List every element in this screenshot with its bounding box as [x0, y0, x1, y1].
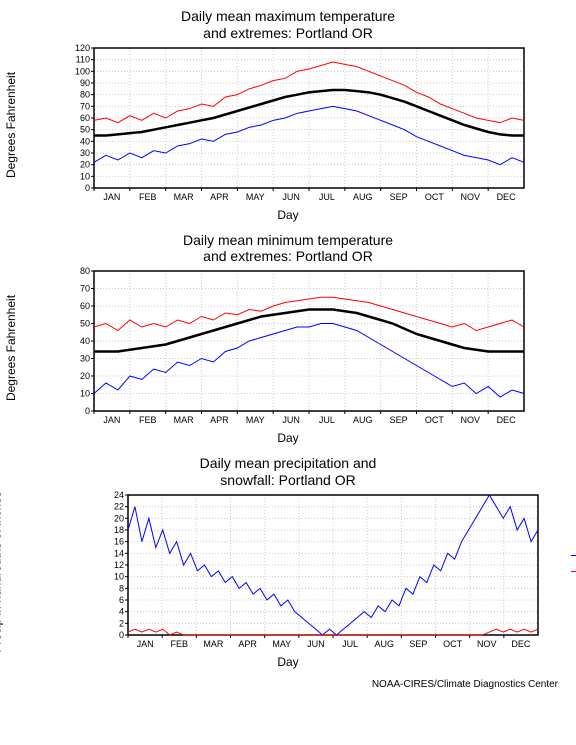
chart-min-temp: Daily mean minimum temperature and extre…	[8, 232, 568, 446]
svg-text:JUL: JUL	[342, 639, 358, 649]
svg-text:NOV: NOV	[460, 415, 480, 425]
chart1-ylabel: Degrees Fahrenheit	[4, 72, 18, 178]
svg-text:0: 0	[85, 183, 90, 193]
chart2-xlabel: Day	[8, 431, 568, 445]
svg-text:22: 22	[114, 501, 124, 511]
svg-text:SEP: SEP	[390, 192, 408, 202]
svg-text:4: 4	[119, 606, 124, 616]
svg-text:NOV: NOV	[460, 192, 480, 202]
svg-text:20: 20	[80, 371, 90, 381]
chart3-title: Daily mean precipitation and snowfall: P…	[8, 455, 568, 489]
svg-text:FEB: FEB	[139, 415, 157, 425]
svg-text:40: 40	[80, 136, 90, 146]
svg-text:0: 0	[85, 406, 90, 416]
chart-precip: Daily mean precipitation and snowfall: P…	[8, 455, 568, 669]
chart3-title-l2: snowfall: Portland OR	[220, 472, 355, 488]
chart1-title-l2: and extremes: Portland OR	[203, 25, 373, 41]
chart3-xlabel: Day	[8, 655, 568, 669]
svg-text:2: 2	[119, 618, 124, 628]
svg-text:OCT: OCT	[443, 639, 463, 649]
chart3-legend: precip snow	[571, 551, 576, 583]
svg-text:120: 120	[75, 44, 90, 53]
svg-text:APR: APR	[210, 192, 229, 202]
legend-snow: snow	[571, 567, 576, 577]
svg-text:50: 50	[80, 124, 90, 134]
svg-text:AUG: AUG	[374, 639, 394, 649]
svg-text:APR: APR	[238, 639, 257, 649]
svg-text:FEB: FEB	[170, 639, 188, 649]
svg-text:30: 30	[80, 148, 90, 158]
svg-text:APR: APR	[210, 415, 229, 425]
svg-text:60: 60	[80, 301, 90, 311]
svg-text:MAY: MAY	[272, 639, 291, 649]
svg-text:20: 20	[114, 513, 124, 523]
svg-text:JUN: JUN	[307, 639, 325, 649]
svg-text:10: 10	[80, 389, 90, 399]
svg-text:DEC: DEC	[511, 639, 531, 649]
svg-text:70: 70	[80, 284, 90, 294]
svg-text:MAY: MAY	[246, 415, 265, 425]
svg-text:8: 8	[119, 583, 124, 593]
chart3-plot: 024681012141618202224JANFEBMARAPRMAYJUNJ…	[98, 491, 544, 653]
svg-text:12: 12	[114, 560, 124, 570]
chart3-ylabel1: Precip in hundredths of inches	[0, 491, 4, 652]
chart2-title: Daily mean minimum temperature and extre…	[8, 232, 568, 266]
svg-text:14: 14	[114, 548, 124, 558]
chart2-ylabel: Degrees Fahrenheit	[4, 295, 18, 401]
svg-text:SEP: SEP	[409, 639, 427, 649]
svg-text:JUN: JUN	[282, 192, 300, 202]
chart1-title: Daily mean maximum temperature and extre…	[8, 8, 568, 42]
svg-text:JUL: JUL	[319, 192, 335, 202]
svg-text:JUN: JUN	[282, 415, 300, 425]
chart3-title-l1: Daily mean precipitation and	[200, 455, 377, 471]
svg-text:AUG: AUG	[353, 192, 373, 202]
chart1-title-l1: Daily mean maximum temperature	[181, 8, 395, 24]
legend-precip-swatch	[571, 555, 576, 556]
svg-text:AUG: AUG	[353, 415, 373, 425]
svg-text:100: 100	[75, 66, 90, 76]
svg-text:MAY: MAY	[246, 192, 265, 202]
chart2-plot: 0 10 20 30 40 50 60 70 80 JAN FEB MAR APR MAY JUN JUL AU…	[64, 267, 530, 429]
chart1-plot: 0 10 2030 40 5060 70 8090 100 110120 JAN FEB MAR APR…	[64, 44, 530, 206]
svg-text:40: 40	[80, 336, 90, 346]
svg-text:60: 60	[80, 113, 90, 123]
svg-text:90: 90	[80, 78, 90, 88]
svg-text:30: 30	[80, 354, 90, 364]
svg-text:SEP: SEP	[390, 415, 408, 425]
svg-text:JAN: JAN	[137, 639, 154, 649]
svg-text:24: 24	[114, 491, 124, 500]
svg-text:NOV: NOV	[477, 639, 497, 649]
svg-text:DEC: DEC	[497, 192, 517, 202]
chart1-xlabel: Day	[8, 208, 568, 222]
svg-text:16: 16	[114, 536, 124, 546]
svg-text:MAR: MAR	[174, 192, 195, 202]
svg-text:80: 80	[80, 89, 90, 99]
legend-precip: precip	[571, 551, 576, 561]
svg-text:70: 70	[80, 101, 90, 111]
svg-text:80: 80	[80, 267, 90, 276]
svg-text:20: 20	[80, 159, 90, 169]
svg-text:JUL: JUL	[319, 415, 335, 425]
svg-text:18: 18	[114, 525, 124, 535]
svg-text:110: 110	[76, 54, 90, 64]
svg-text:OCT: OCT	[425, 415, 445, 425]
svg-text:10: 10	[114, 571, 124, 581]
legend-snow-swatch	[571, 571, 576, 572]
svg-text:MAR: MAR	[174, 415, 195, 425]
chart-max-temp: Daily mean maximum temperature and extre…	[8, 8, 568, 222]
chart2-title-l1: Daily mean minimum temperature	[183, 232, 393, 248]
svg-text:JAN: JAN	[103, 415, 120, 425]
svg-text:DEC: DEC	[497, 415, 517, 425]
chart2-title-l2: and extremes: Portland OR	[203, 248, 373, 264]
svg-text:MAR: MAR	[203, 639, 224, 649]
svg-text:JAN: JAN	[103, 192, 120, 202]
svg-text:0: 0	[119, 630, 124, 640]
footer-credit: NOAA-CIRES/Climate Diagnostics Center	[8, 679, 568, 690]
svg-text:OCT: OCT	[425, 192, 445, 202]
svg-text:50: 50	[80, 319, 90, 329]
svg-text:6: 6	[119, 595, 124, 605]
svg-text:FEB: FEB	[139, 192, 157, 202]
svg-text:10: 10	[80, 171, 90, 181]
